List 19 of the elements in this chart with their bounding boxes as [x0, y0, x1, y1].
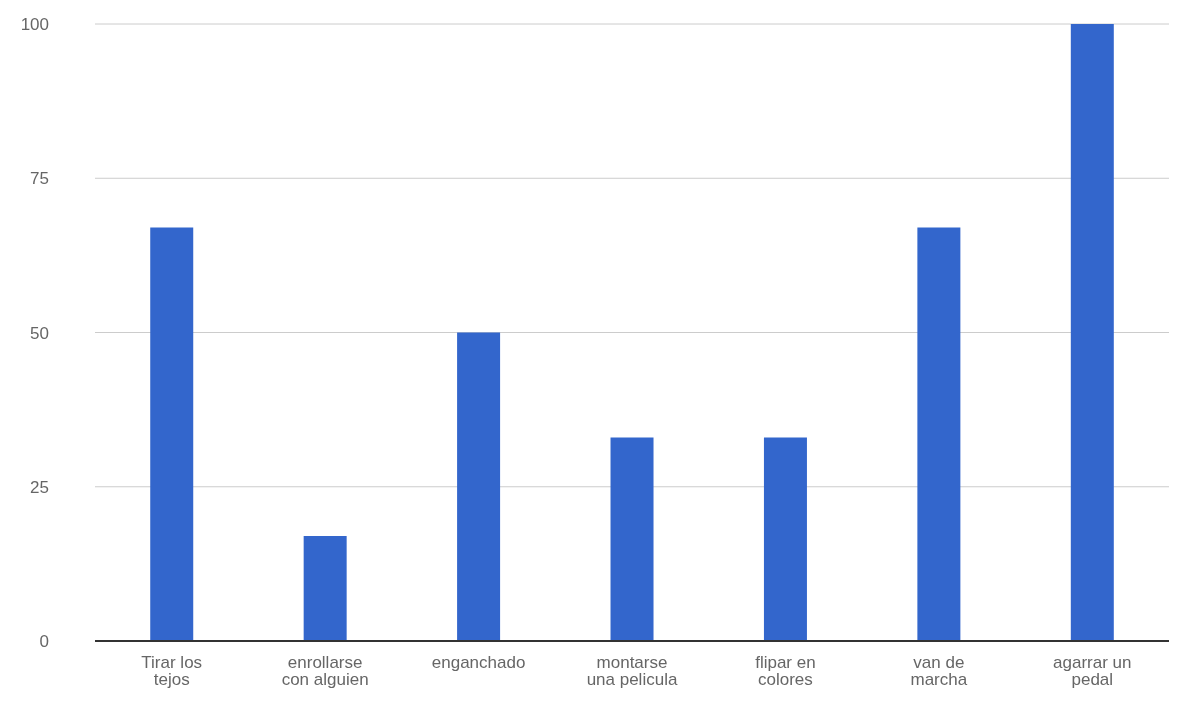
x-tick-label: van de marcha — [910, 653, 968, 690]
y-tick-label: 100 — [20, 15, 49, 35]
x-tick-label: agarrar un pedal — [1053, 653, 1132, 690]
bar — [1070, 24, 1114, 641]
bar — [457, 332, 501, 641]
bar — [150, 227, 194, 641]
bar — [610, 437, 654, 641]
bar — [917, 227, 961, 641]
x-tick-label: flipar en colores — [755, 653, 816, 690]
x-tick-label: montarse una pelicula — [586, 653, 678, 690]
bar — [763, 437, 807, 641]
y-tick-label: 0 — [39, 632, 49, 652]
y-tick-label: 50 — [30, 323, 49, 343]
x-tick-label: Tirar los tejos — [141, 653, 203, 690]
y-tick-label: 75 — [30, 169, 49, 189]
y-tick-label: 25 — [30, 477, 49, 497]
x-tick-label: enganchado — [431, 653, 526, 673]
bar — [303, 536, 347, 641]
x-tick-label: enrollarse con alguien — [281, 653, 369, 690]
